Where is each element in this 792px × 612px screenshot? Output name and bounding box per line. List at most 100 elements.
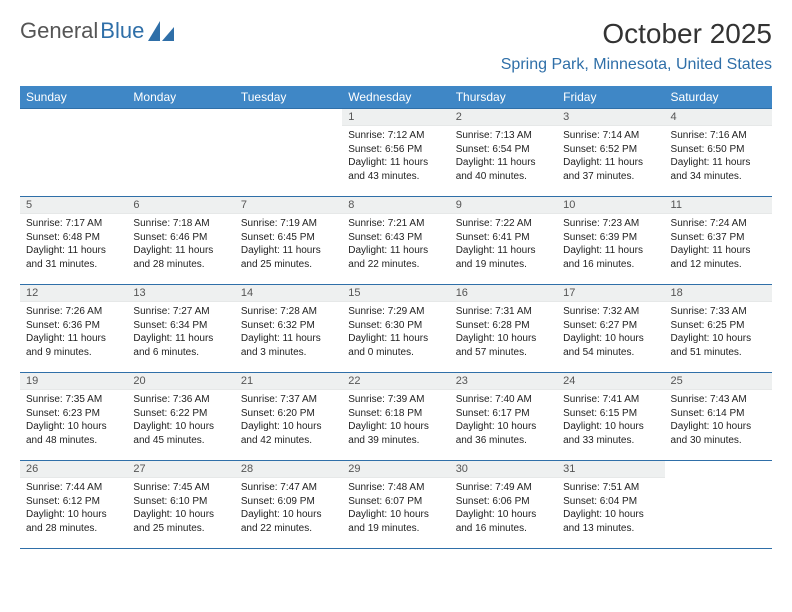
day-body: Sunrise: 7:33 AMSunset: 6:25 PMDaylight:… [665, 302, 772, 363]
day-body: Sunrise: 7:49 AMSunset: 6:06 PMDaylight:… [450, 478, 557, 539]
day-number: 16 [450, 285, 557, 302]
calendar-week-row: 26Sunrise: 7:44 AMSunset: 6:12 PMDayligh… [20, 461, 772, 549]
day-body: Sunrise: 7:44 AMSunset: 6:12 PMDaylight:… [20, 478, 127, 539]
calendar-week-row: 5Sunrise: 7:17 AMSunset: 6:48 PMDaylight… [20, 197, 772, 285]
daylight-line: Daylight: 10 hours and 33 minutes. [563, 420, 658, 447]
sunrise-line: Sunrise: 7:47 AM [241, 481, 336, 495]
day-number: 7 [235, 197, 342, 214]
day-number: 11 [665, 197, 772, 214]
sunset-line: Sunset: 6:36 PM [26, 319, 121, 333]
calendar-cell: 21Sunrise: 7:37 AMSunset: 6:20 PMDayligh… [235, 373, 342, 461]
day-number: 20 [127, 373, 234, 390]
sunrise-line: Sunrise: 7:39 AM [348, 393, 443, 407]
weekday-header: Monday [127, 86, 234, 109]
sunset-line: Sunset: 6:46 PM [133, 231, 228, 245]
sunrise-line: Sunrise: 7:40 AM [456, 393, 551, 407]
sunset-line: Sunset: 6:41 PM [456, 231, 551, 245]
calendar-cell: 18Sunrise: 7:33 AMSunset: 6:25 PMDayligh… [665, 285, 772, 373]
calendar-cell: 5Sunrise: 7:17 AMSunset: 6:48 PMDaylight… [20, 197, 127, 285]
day-number: 30 [450, 461, 557, 478]
day-number: 29 [342, 461, 449, 478]
weekday-header-row: SundayMondayTuesdayWednesdayThursdayFrid… [20, 86, 772, 109]
sunset-line: Sunset: 6:28 PM [456, 319, 551, 333]
day-number: 19 [20, 373, 127, 390]
sunrise-line: Sunrise: 7:51 AM [563, 481, 658, 495]
calendar-week-row: 19Sunrise: 7:35 AMSunset: 6:23 PMDayligh… [20, 373, 772, 461]
day-body: Sunrise: 7:27 AMSunset: 6:34 PMDaylight:… [127, 302, 234, 363]
daylight-line: Daylight: 11 hours and 28 minutes. [133, 244, 228, 271]
calendar-cell: 3Sunrise: 7:14 AMSunset: 6:52 PMDaylight… [557, 109, 664, 197]
sunrise-line: Sunrise: 7:49 AM [456, 481, 551, 495]
daylight-line: Daylight: 11 hours and 9 minutes. [26, 332, 121, 359]
calendar-cell: 7Sunrise: 7:19 AMSunset: 6:45 PMDaylight… [235, 197, 342, 285]
day-body: Sunrise: 7:12 AMSunset: 6:56 PMDaylight:… [342, 126, 449, 187]
day-body: Sunrise: 7:18 AMSunset: 6:46 PMDaylight:… [127, 214, 234, 275]
sunrise-line: Sunrise: 7:28 AM [241, 305, 336, 319]
daylight-line: Daylight: 11 hours and 12 minutes. [671, 244, 766, 271]
daylight-line: Daylight: 10 hours and 42 minutes. [241, 420, 336, 447]
calendar-cell [235, 109, 342, 197]
sunrise-line: Sunrise: 7:44 AM [26, 481, 121, 495]
day-body: Sunrise: 7:21 AMSunset: 6:43 PMDaylight:… [342, 214, 449, 275]
day-number: 9 [450, 197, 557, 214]
sunset-line: Sunset: 6:43 PM [348, 231, 443, 245]
sunset-line: Sunset: 6:14 PM [671, 407, 766, 421]
day-number: 31 [557, 461, 664, 478]
daylight-line: Daylight: 10 hours and 54 minutes. [563, 332, 658, 359]
day-number: 4 [665, 109, 772, 126]
day-number: 13 [127, 285, 234, 302]
daylight-line: Daylight: 11 hours and 19 minutes. [456, 244, 551, 271]
day-number: 24 [557, 373, 664, 390]
sunset-line: Sunset: 6:10 PM [133, 495, 228, 509]
calendar-cell: 16Sunrise: 7:31 AMSunset: 6:28 PMDayligh… [450, 285, 557, 373]
sunset-line: Sunset: 6:34 PM [133, 319, 228, 333]
calendar-cell: 4Sunrise: 7:16 AMSunset: 6:50 PMDaylight… [665, 109, 772, 197]
sunset-line: Sunset: 6:09 PM [241, 495, 336, 509]
sunrise-line: Sunrise: 7:12 AM [348, 129, 443, 143]
calendar-cell: 17Sunrise: 7:32 AMSunset: 6:27 PMDayligh… [557, 285, 664, 373]
weekday-header: Tuesday [235, 86, 342, 109]
calendar-cell: 23Sunrise: 7:40 AMSunset: 6:17 PMDayligh… [450, 373, 557, 461]
day-number: 23 [450, 373, 557, 390]
day-number: 10 [557, 197, 664, 214]
sunrise-line: Sunrise: 7:13 AM [456, 129, 551, 143]
day-body: Sunrise: 7:22 AMSunset: 6:41 PMDaylight:… [450, 214, 557, 275]
day-body: Sunrise: 7:36 AMSunset: 6:22 PMDaylight:… [127, 390, 234, 451]
sunset-line: Sunset: 6:25 PM [671, 319, 766, 333]
sunrise-line: Sunrise: 7:35 AM [26, 393, 121, 407]
day-body: Sunrise: 7:43 AMSunset: 6:14 PMDaylight:… [665, 390, 772, 451]
day-body: Sunrise: 7:51 AMSunset: 6:04 PMDaylight:… [557, 478, 664, 539]
sunrise-line: Sunrise: 7:41 AM [563, 393, 658, 407]
calendar-cell: 29Sunrise: 7:48 AMSunset: 6:07 PMDayligh… [342, 461, 449, 549]
daylight-line: Daylight: 10 hours and 25 minutes. [133, 508, 228, 535]
daylight-line: Daylight: 10 hours and 39 minutes. [348, 420, 443, 447]
sunset-line: Sunset: 6:52 PM [563, 143, 658, 157]
sunrise-line: Sunrise: 7:16 AM [671, 129, 766, 143]
day-number: 27 [127, 461, 234, 478]
title-block: October 2025 Spring Park, Minnesota, Uni… [501, 18, 772, 74]
calendar-cell: 9Sunrise: 7:22 AMSunset: 6:41 PMDaylight… [450, 197, 557, 285]
day-body: Sunrise: 7:35 AMSunset: 6:23 PMDaylight:… [20, 390, 127, 451]
calendar-cell: 26Sunrise: 7:44 AMSunset: 6:12 PMDayligh… [20, 461, 127, 549]
daylight-line: Daylight: 11 hours and 37 minutes. [563, 156, 658, 183]
daylight-line: Daylight: 10 hours and 19 minutes. [348, 508, 443, 535]
sunset-line: Sunset: 6:30 PM [348, 319, 443, 333]
day-number: 1 [342, 109, 449, 126]
calendar-cell [665, 461, 772, 549]
day-number: 22 [342, 373, 449, 390]
sunset-line: Sunset: 6:23 PM [26, 407, 121, 421]
daylight-line: Daylight: 10 hours and 30 minutes. [671, 420, 766, 447]
weekday-header: Sunday [20, 86, 127, 109]
sunrise-line: Sunrise: 7:17 AM [26, 217, 121, 231]
weekday-header: Saturday [665, 86, 772, 109]
day-body: Sunrise: 7:14 AMSunset: 6:52 PMDaylight:… [557, 126, 664, 187]
sunset-line: Sunset: 6:54 PM [456, 143, 551, 157]
month-title: October 2025 [501, 18, 772, 50]
sunrise-line: Sunrise: 7:48 AM [348, 481, 443, 495]
sunrise-line: Sunrise: 7:37 AM [241, 393, 336, 407]
logo-text-blue: Blue [100, 18, 144, 44]
weekday-header: Wednesday [342, 86, 449, 109]
calendar-cell: 13Sunrise: 7:27 AMSunset: 6:34 PMDayligh… [127, 285, 234, 373]
sunset-line: Sunset: 6:27 PM [563, 319, 658, 333]
sunset-line: Sunset: 6:37 PM [671, 231, 766, 245]
